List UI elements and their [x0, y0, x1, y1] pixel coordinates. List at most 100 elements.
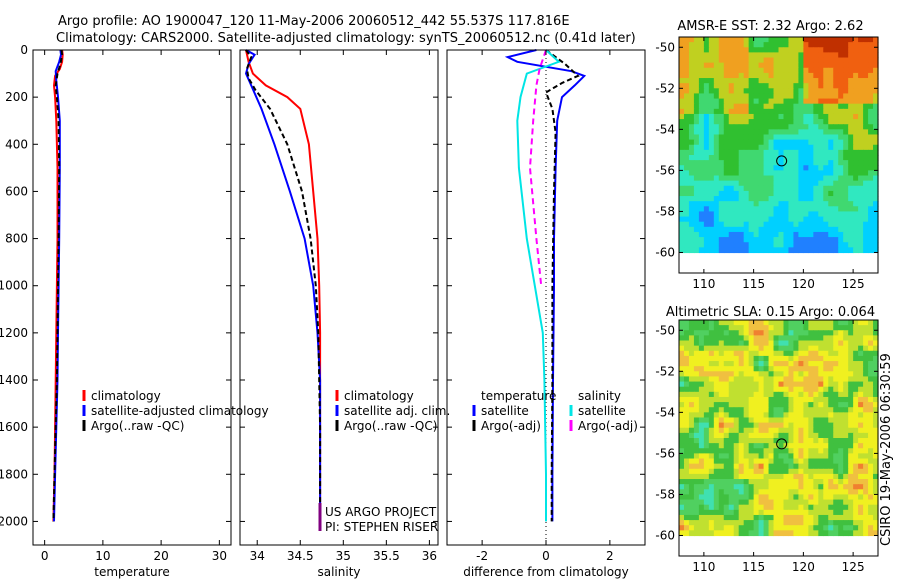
map-cell: [843, 484, 849, 490]
map-cell: [718, 432, 725, 439]
map-cell: [828, 514, 834, 521]
map-cell: [713, 129, 720, 136]
map-cell: [683, 247, 690, 254]
map-cell: [753, 366, 760, 372]
map-cell: [848, 124, 854, 130]
map-cell: [693, 335, 700, 342]
map-cell: [788, 185, 795, 192]
map-cell: [688, 83, 695, 89]
map-cell: [768, 499, 775, 506]
map-cell: [803, 479, 809, 485]
map-cell: [693, 221, 700, 228]
map-cell: [763, 355, 770, 362]
map-cell: [698, 453, 705, 460]
map-cell: [803, 88, 809, 95]
map-cell: [863, 242, 869, 248]
map-cell: [703, 422, 710, 429]
map-cell: [823, 499, 829, 506]
map-cell: [793, 37, 799, 43]
map-cell: [748, 88, 755, 95]
map-cell: [748, 325, 755, 331]
map-cell: [708, 93, 715, 100]
map-cell: [798, 129, 804, 136]
map-cell: [688, 520, 695, 526]
map-cell: [873, 350, 879, 357]
map-cell: [748, 190, 755, 197]
map-cell: [808, 391, 814, 398]
map-cell: [713, 499, 720, 506]
map-cell: [833, 78, 839, 84]
map-cell: [843, 103, 849, 110]
map-cell: [823, 417, 829, 424]
map-cell: [863, 345, 869, 352]
map-cell: [738, 443, 745, 449]
map-cell: [833, 37, 839, 43]
map-cell: [833, 165, 839, 171]
map-cell: [728, 509, 735, 516]
map-cell: [868, 417, 874, 424]
map-cell: [813, 83, 819, 89]
map-cell: [708, 412, 715, 419]
map-cell: [768, 371, 775, 378]
map-cell: [718, 366, 725, 372]
map-cell: [833, 206, 839, 213]
map-cell: [863, 247, 869, 254]
map-cell: [723, 98, 730, 105]
map-cell: [703, 396, 710, 403]
map-cell: [813, 417, 819, 424]
map-cell: [788, 93, 795, 100]
map-cell: [828, 149, 834, 156]
map-cell: [768, 72, 775, 79]
map-cell: [858, 473, 864, 480]
map-cell: [873, 320, 879, 326]
map-cell: [743, 489, 750, 496]
map-cell: [728, 381, 735, 388]
map-cell: [713, 391, 720, 398]
map-cell: [828, 190, 834, 197]
map-cell: [683, 325, 690, 331]
map-cell: [833, 443, 839, 449]
map-cell: [753, 129, 760, 136]
map-cell: [763, 62, 770, 69]
map-cell: [833, 211, 839, 218]
map-cell: [788, 139, 795, 146]
map-cell: [818, 160, 824, 166]
map-cell: [758, 458, 765, 465]
map-cell: [803, 42, 809, 48]
map-cell: [758, 201, 765, 207]
map-cell: [698, 350, 705, 357]
map-cell: [758, 340, 765, 347]
map-cell: [693, 108, 700, 115]
map-cell: [778, 160, 785, 166]
map-cell: [679, 155, 685, 161]
map-cell: [773, 160, 780, 166]
map-cell: [703, 345, 710, 352]
map-cell: [788, 525, 795, 531]
map-cell: [723, 180, 730, 187]
map-cell: [863, 144, 869, 151]
map-cell: [838, 448, 844, 454]
map-cell: [763, 494, 770, 501]
map-cell: [773, 448, 780, 454]
map-cell: [773, 422, 780, 429]
map-cell: [833, 345, 839, 352]
map-cell: [838, 67, 844, 74]
map-cell: [793, 422, 799, 429]
map-cell: [838, 494, 844, 501]
map-cell: [868, 113, 874, 120]
map-cell: [728, 432, 735, 439]
map-cell: [863, 340, 869, 347]
map-cell: [863, 221, 869, 228]
map-cell: [788, 325, 795, 331]
map-cell: [718, 509, 725, 516]
map-cell: [803, 119, 809, 125]
map-cell: [748, 42, 755, 48]
map-cell: [793, 335, 799, 342]
map-cell: [778, 530, 785, 537]
map-cell: [803, 448, 809, 454]
map-cell: [803, 432, 809, 439]
map-cell: [713, 489, 720, 496]
map-cell: [679, 489, 685, 496]
map-cell: [828, 402, 834, 408]
map-cell: [743, 185, 750, 192]
